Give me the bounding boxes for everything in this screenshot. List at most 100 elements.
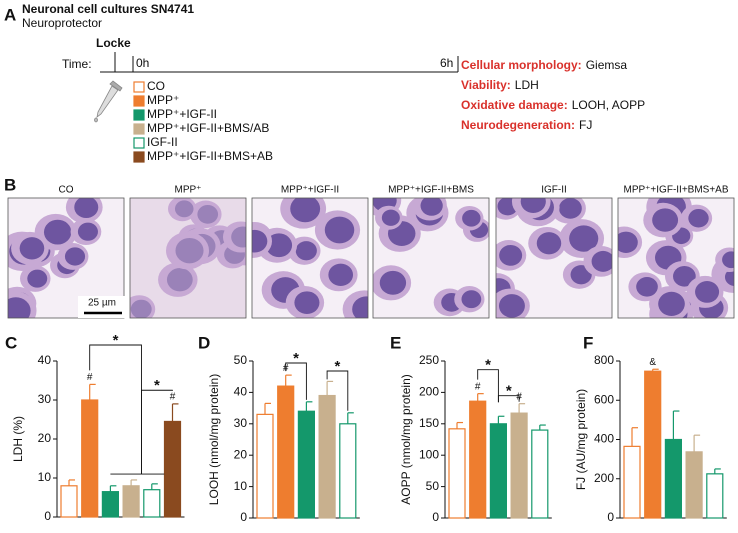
image-label: MPP⁺+IGF-II+BMS+AB [623,185,728,196]
nucleus [175,237,204,264]
y-tick-label: 40 [234,385,248,399]
annotation: # [170,392,176,403]
nucleus [324,216,355,244]
annotation: * [113,332,119,349]
nucleus [381,209,400,226]
bar [339,423,357,519]
image-border [372,197,490,319]
bracket [89,344,165,475]
y-tick-label: 200 [419,385,439,399]
image-label: IGF-II [541,185,567,196]
annotation: * [485,357,491,374]
micrograph [252,198,368,318]
panel-letter: F [583,333,593,352]
nucleus [174,200,194,218]
nucleus [290,198,321,223]
bar [448,428,466,519]
y-tick-label: 20 [234,447,248,461]
subtitle: Neuroprotector [22,16,102,30]
nucleus [379,270,407,295]
nucleus [352,296,368,318]
y-tick-label: 400 [594,432,614,446]
bracket [477,369,499,403]
annotation: * [154,377,160,394]
assay-method: FJ [579,118,592,132]
legend-swatch [133,95,145,107]
nucleus [499,244,523,266]
panel-letter: D [198,333,210,352]
bar [489,423,507,519]
nucleus [19,237,45,260]
image-label: MPP⁺+IGF-II+BMS [388,185,474,196]
start-label: 0h [136,56,149,70]
bar [623,445,641,519]
end-label: 6h [440,56,453,70]
bar [706,473,724,519]
bar [60,485,78,518]
bar [644,370,662,519]
y-tick-label: 0 [240,510,247,524]
bar [143,489,161,518]
assay-method: LDH [515,78,539,92]
nucleus [8,297,31,318]
bracket [141,389,173,475]
panel-letter: C [5,333,17,352]
assay: Neurodegeneration: FJ [461,118,592,132]
bracket [497,395,520,403]
micrograph [373,198,489,318]
y-tick-label: 50 [426,479,440,493]
legend-label: MPP⁺ [147,93,179,107]
image-label: MPP⁺+IGF-II [281,185,339,196]
legend-swatch [133,109,145,121]
nucleus [252,229,268,253]
y-tick-label: 50 [234,353,248,367]
y-tick-label: 30 [38,392,52,406]
legend-swatch [133,151,145,163]
bar [664,438,683,519]
nucleus [636,276,658,297]
y-axis-label: AOPP (nmol/mg protein) [399,374,413,505]
assay: Viability: LDH [461,78,539,92]
annotation: * [335,358,341,375]
title: Neuronal cell cultures SN4741 [22,2,194,16]
nucleus [295,241,317,261]
image-border [495,197,613,319]
bracket [326,370,349,411]
nucleus [618,231,638,253]
annotation: * [506,383,512,400]
annotation: # [475,381,481,392]
image-border [129,197,247,319]
micrograph [618,198,734,318]
bar [163,420,182,518]
y-tick-label: 200 [594,471,614,485]
image-border [251,197,369,319]
legend-label: MPP⁺+IGF-II+BMS/AB [147,121,269,135]
y-tick-label: 800 [594,353,614,367]
image-label: CO [59,185,74,196]
bar [81,399,99,518]
legend-swatch [133,137,145,149]
bracket [285,362,307,400]
y-tick-label: 30 [234,416,248,430]
nucleus [231,226,246,248]
legend-label: CO [147,79,165,93]
nucleus [27,269,48,288]
y-tick-label: 100 [419,447,439,461]
nucleus [74,198,99,219]
micrograph [130,198,246,318]
nucleus [77,222,98,241]
y-tick-label: 10 [234,479,248,493]
pretreatment: Locke [96,36,131,50]
assay-label: Cellular morphology: [461,58,582,72]
bar [318,394,336,519]
legend-label: MPP⁺+IGF-II+BMS+AB [147,149,273,163]
y-axis-label: LOOH (nmol/mg protein) [207,374,221,505]
nucleus [520,198,546,213]
panel-letter: B [4,175,16,194]
y-tick-label: 250 [419,353,439,367]
nucleus [265,233,293,258]
nucleus [673,265,696,287]
panel-letter: E [390,333,401,352]
y-tick-label: 600 [594,392,614,406]
